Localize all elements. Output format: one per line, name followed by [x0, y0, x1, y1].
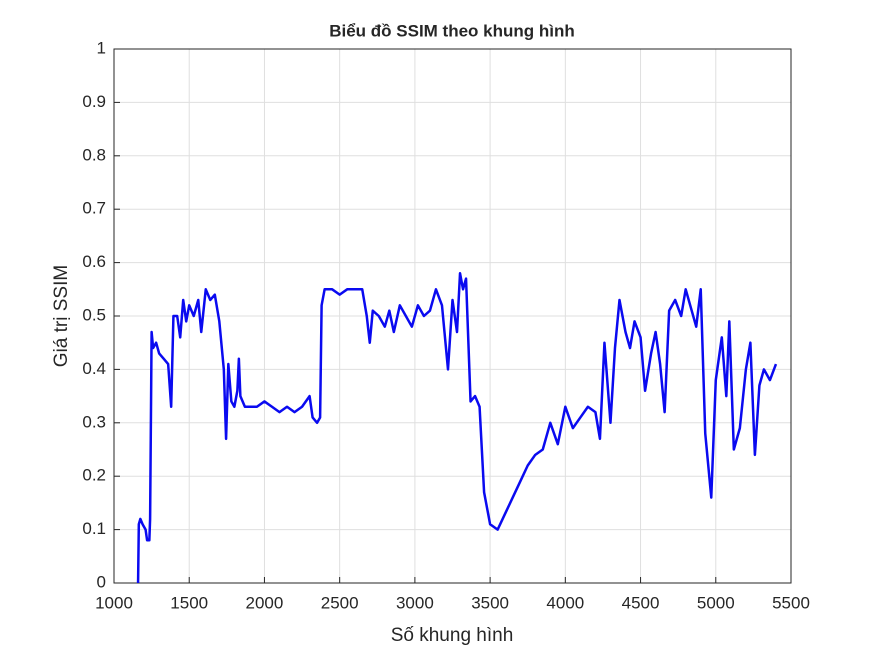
- y-tick-label: 0.9: [82, 92, 106, 111]
- y-tick-label: 0.1: [82, 519, 106, 538]
- y-tick-label: 0: [97, 572, 106, 591]
- y-tick-label: 0.8: [82, 145, 106, 164]
- x-tick-label: 2000: [246, 593, 284, 612]
- y-tick-label: 1: [97, 38, 106, 57]
- y-tick-label: 0.5: [82, 305, 106, 324]
- x-axis-label: Số khung hình: [391, 625, 514, 646]
- y-tick-label: 0.2: [82, 466, 106, 485]
- x-tick-label: 5000: [697, 593, 735, 612]
- x-tick-label: 3500: [471, 593, 509, 612]
- y-tick-label: 0.3: [82, 412, 106, 431]
- x-tick-label: 3000: [396, 593, 434, 612]
- y-tick-label: 0.7: [82, 199, 106, 218]
- chart-title: Biểu đồ SSIM theo khung hình: [329, 21, 575, 40]
- x-tick-label: 2500: [321, 593, 359, 612]
- y-tick-label: 0.6: [82, 252, 106, 271]
- axes-box: [113, 48, 792, 584]
- x-tick-label: 1500: [170, 593, 208, 612]
- data-line: [136, 272, 778, 584]
- x-tick-label: 1000: [95, 593, 133, 612]
- x-tick-label: 4500: [622, 593, 660, 612]
- x-tick-label: 4000: [546, 593, 584, 612]
- x-tick-label: 5500: [772, 593, 810, 612]
- y-axis-label: Giá trị SSIM: [51, 265, 72, 367]
- y-tick-label: 0.4: [82, 359, 106, 378]
